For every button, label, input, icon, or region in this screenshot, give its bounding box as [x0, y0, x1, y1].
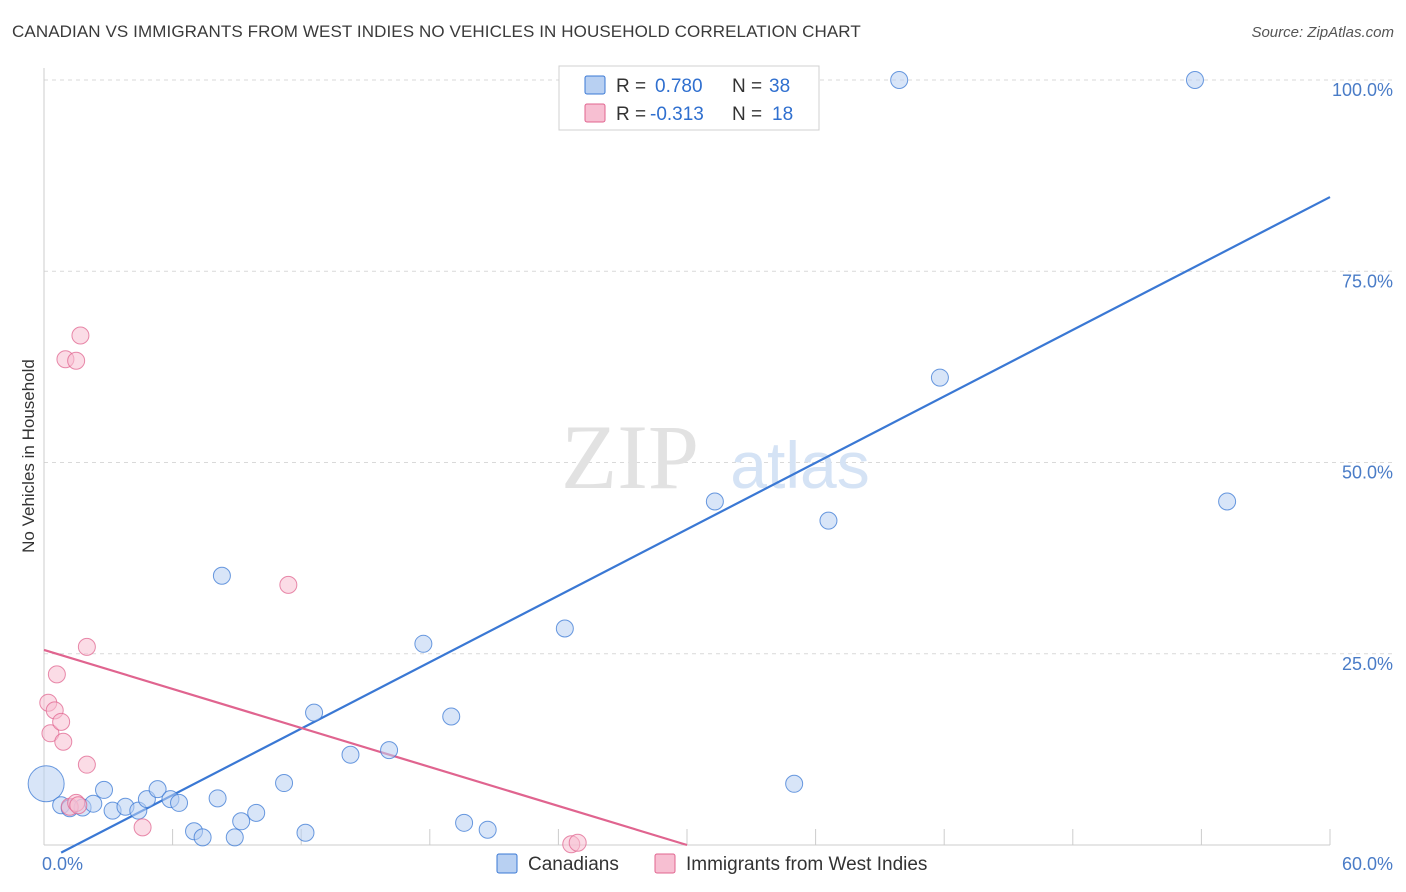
bottom-legend-label-west-indies: Immigrants from West Indies — [686, 854, 927, 875]
legend-r-label-2: R = — [616, 104, 646, 125]
trend-line-pink — [43, 648, 688, 847]
y-axis-label: No Vehicles in Household — [19, 359, 38, 553]
point-blue-19 — [247, 803, 266, 822]
trend-lines — [43, 196, 1331, 854]
y-tick-label-3: 100.0% — [1332, 80, 1393, 100]
point-blue-15 — [208, 789, 227, 808]
point-blue-30 — [705, 492, 724, 511]
legend-r-value-2: -0.313 — [650, 104, 704, 125]
chart-title: CANADIAN VS IMMIGRANTS FROM WEST INDIES … — [12, 22, 861, 41]
x-tick-label-1: 60.0% — [1342, 854, 1393, 874]
point-blue-14 — [193, 828, 212, 847]
watermark-atlas: atlas — [730, 428, 869, 502]
point-blue-21 — [296, 823, 315, 842]
point-pink-11 — [71, 326, 90, 345]
chart-source: Source: ZipAtlas.com — [1251, 24, 1394, 41]
point-blue-29 — [555, 619, 574, 638]
legend-r-value-1: 0.780 — [655, 76, 703, 97]
point-pink-3 — [47, 665, 66, 684]
trend-line-blue — [60, 196, 1331, 854]
bottom-legend-swatch-pink — [654, 853, 676, 874]
legend-n-label-1: N = — [732, 76, 762, 97]
point-pink-14 — [133, 818, 152, 837]
point-blue-32 — [819, 511, 838, 530]
point-blue-4 — [84, 794, 103, 813]
watermark: ZIP atlas — [561, 406, 870, 508]
point-blue-18 — [232, 812, 251, 831]
point-blue-33 — [890, 71, 909, 89]
bottom-legend-label-canadians: Canadians — [528, 854, 619, 875]
legend-bottom: Canadians Immigrants from West Indies — [496, 853, 927, 875]
point-pink-1 — [41, 724, 60, 743]
point-blue-24 — [380, 741, 399, 760]
point-blue-20 — [275, 774, 294, 793]
point-blue-26 — [442, 707, 461, 726]
y-tick-label-0: 25.0% — [1342, 654, 1393, 674]
point-blue-31 — [785, 774, 804, 793]
legend-n-label-2: N = — [732, 104, 762, 125]
point-blue-22 — [305, 703, 324, 722]
legend-n-value-1: 38 — [769, 76, 790, 97]
point-blue-5 — [95, 780, 114, 799]
grid-lines — [44, 79, 1394, 655]
point-pink-12 — [77, 637, 96, 656]
point-blue-0 — [27, 765, 65, 803]
point-blue-34 — [930, 368, 949, 387]
point-blue-17 — [225, 828, 244, 847]
point-pink-4 — [52, 712, 71, 731]
bottom-legend-swatch-blue — [496, 853, 518, 874]
legend-r-label-1: R = — [616, 76, 646, 97]
tick-labels: 25.0% 50.0% 75.0% 100.0% 0.0% 60.0% — [42, 80, 1393, 874]
point-blue-28 — [478, 820, 497, 839]
point-pink-15 — [279, 575, 298, 594]
legend-top: R = 0.780 N = 38 R = -0.313 N = 18 — [558, 65, 820, 131]
legend-n-value-2: 18 — [772, 104, 793, 125]
point-pink-5 — [54, 732, 73, 751]
point-blue-25 — [414, 634, 433, 653]
point-blue-10 — [148, 780, 167, 799]
x-tick-label-0: 0.0% — [42, 854, 83, 874]
legend-swatch-pink — [584, 103, 606, 123]
point-pink-17 — [568, 833, 587, 852]
y-tick-label-2: 75.0% — [1342, 271, 1393, 291]
point-blue-23 — [341, 745, 360, 764]
point-blue-12 — [170, 793, 189, 812]
point-blue-36 — [1218, 492, 1237, 511]
point-pink-13 — [77, 755, 96, 774]
point-blue-27 — [455, 813, 474, 832]
point-blue-35 — [1185, 71, 1204, 89]
point-pink-9 — [67, 351, 86, 370]
point-pink-10 — [69, 796, 88, 815]
y-tick-label-1: 50.0% — [1342, 463, 1393, 483]
watermark-zip: ZIP — [561, 406, 699, 508]
point-blue-16 — [212, 566, 231, 585]
legend-swatch-blue — [584, 75, 606, 95]
